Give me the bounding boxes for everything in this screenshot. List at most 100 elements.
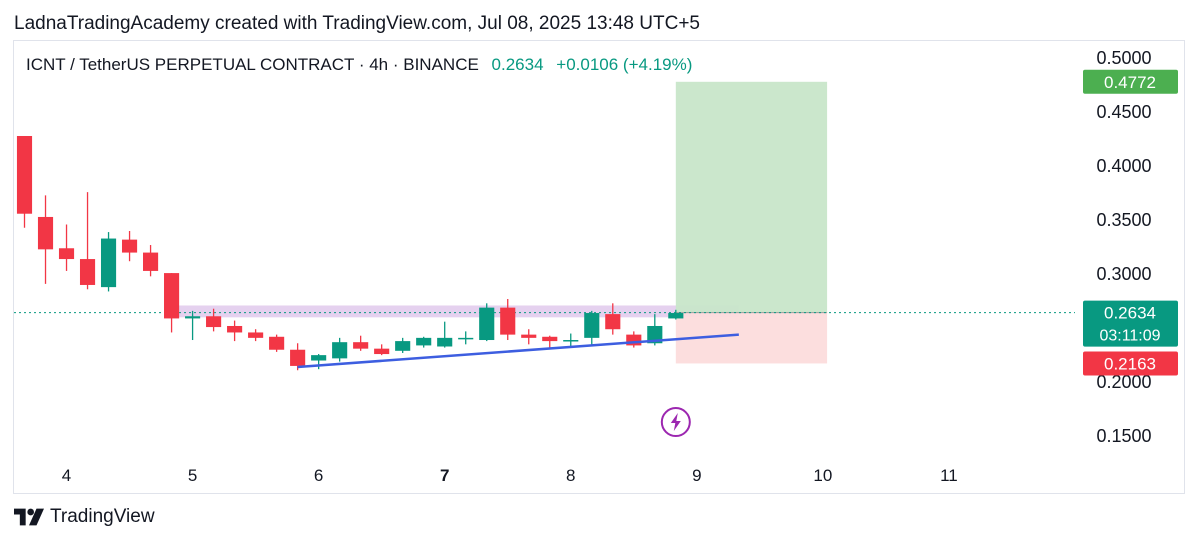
price-change: +0.0106 (+4.19%) (556, 55, 693, 74)
price-axis: 0.50000.45000.40000.35000.30000.25000.20… (1096, 48, 1151, 446)
candle-24[interactable] (500, 298, 516, 341)
candle-28[interactable] (584, 310, 600, 346)
price-labels: 0.4772 0.2634 03:11:09 0.2163 (1083, 69, 1178, 376)
candle-23[interactable] (479, 303, 495, 342)
y-tick-label: 0.2000 (1096, 372, 1151, 392)
candle-body (626, 334, 642, 346)
candle-body (668, 313, 684, 319)
candle-13[interactable] (269, 334, 285, 352)
candle-21[interactable] (437, 321, 453, 348)
event-marker[interactable] (660, 407, 691, 438)
symbol-header: ICNT / TetherUS PERPETUAL CONTRACT · 4h … (26, 55, 692, 75)
resistance-zone[interactable] (171, 305, 739, 318)
target-zone[interactable] (675, 81, 828, 313)
candle-body (395, 341, 411, 351)
y-tick-label: 0.1500 (1096, 426, 1151, 446)
candle-10[interactable] (206, 308, 222, 332)
candle-5[interactable] (100, 232, 117, 292)
y-tick-label: 0.3500 (1096, 210, 1151, 230)
candle-body (37, 216, 54, 250)
candle-body (79, 259, 96, 285)
y-tick-label: 0.5000 (1096, 48, 1151, 68)
candle-body (16, 135, 33, 214)
x-tick-label: 6 (314, 466, 323, 485)
x-tick-label: 8 (566, 466, 575, 485)
symbol-title[interactable]: ICNT / TetherUS PERPETUAL CONTRACT · 4h … (26, 55, 479, 74)
candle-20[interactable] (416, 336, 432, 348)
candle-body (206, 316, 222, 328)
candle-body (416, 337, 432, 346)
candle-body (479, 307, 495, 341)
candle-body (332, 342, 348, 359)
countdown-text: 03:11:09 (1099, 328, 1160, 345)
drawing-zones (171, 81, 828, 364)
candle-29[interactable] (605, 303, 621, 335)
support-trendline[interactable] (297, 333, 739, 369)
candle-body (584, 313, 600, 338)
candle-26[interactable] (542, 335, 558, 348)
candle-19[interactable] (395, 337, 411, 353)
x-tick-label: 4 (62, 466, 71, 485)
chart-attribution: LadnaTradingAcademy created with Trading… (14, 13, 700, 34)
candle-4[interactable] (79, 192, 96, 290)
tradingview-logo-icon (14, 508, 44, 526)
candle-body (290, 349, 306, 366)
y-tick-label: 0.4500 (1096, 102, 1151, 122)
footer-branding[interactable]: TradingView (14, 506, 155, 528)
candle-body (563, 340, 579, 342)
candle-body (227, 325, 243, 333)
candle-17[interactable] (353, 335, 369, 351)
candle-1[interactable] (16, 135, 33, 228)
candle-22[interactable] (458, 331, 474, 345)
candle-body (458, 337, 474, 340)
candle-body (521, 334, 537, 338)
candle-16[interactable] (332, 337, 348, 362)
candle-25[interactable] (521, 329, 537, 345)
candle-body (164, 273, 180, 319)
candle-body (121, 239, 138, 253)
target-price-label-text: 0.4772 (1104, 73, 1156, 92)
lightning-icon (670, 413, 681, 432)
last-price: 0.2634 (491, 55, 544, 74)
brand-name: TradingView (50, 506, 155, 527)
candle-8[interactable] (164, 273, 180, 333)
time-axis: 4 5 6 7 8 9 10 11 (62, 466, 958, 485)
candle-body (58, 248, 75, 260)
target-price-label[interactable]: 0.4772 (1083, 69, 1178, 94)
chart-frame (13, 40, 1185, 494)
candle-body (311, 355, 327, 361)
candle-body (248, 332, 264, 338)
candle-body (269, 336, 285, 350)
stop-price-label-bg (1083, 351, 1178, 376)
candle-27[interactable] (563, 333, 579, 347)
current-price-label-text: 0.2634 (1104, 304, 1156, 323)
x-tick-label: 5 (188, 466, 197, 485)
candle-11[interactable] (227, 320, 243, 342)
x-tick-label: 7 (440, 466, 449, 485)
candle-32[interactable] (668, 309, 684, 320)
candle-body (185, 316, 201, 319)
stop-price-label-text: 0.2163 (1104, 354, 1156, 373)
candle-body (437, 337, 453, 347)
candle-3[interactable] (58, 224, 75, 271)
candle-30[interactable] (626, 331, 642, 348)
candle-body (353, 342, 369, 349)
candle-14[interactable] (290, 343, 306, 371)
candle-body (605, 314, 621, 330)
y-tick-label: 0.3000 (1096, 264, 1151, 284)
target-price-label-bg (1083, 69, 1178, 94)
x-tick-label: 11 (940, 466, 958, 485)
candle-7[interactable] (143, 245, 159, 277)
candle-18[interactable] (374, 344, 390, 356)
candle-body (100, 238, 117, 288)
current-price-label[interactable]: 0.2634 03:11:09 (1083, 300, 1178, 347)
candle-body (647, 325, 663, 344)
stop-price-label[interactable]: 0.2163 (1083, 351, 1178, 376)
candle-6[interactable] (121, 230, 138, 262)
candle-9[interactable] (185, 310, 201, 341)
candle-2[interactable] (37, 195, 54, 284)
candles (16, 135, 684, 371)
candle-12[interactable] (248, 329, 264, 342)
candle-body (542, 336, 558, 342)
